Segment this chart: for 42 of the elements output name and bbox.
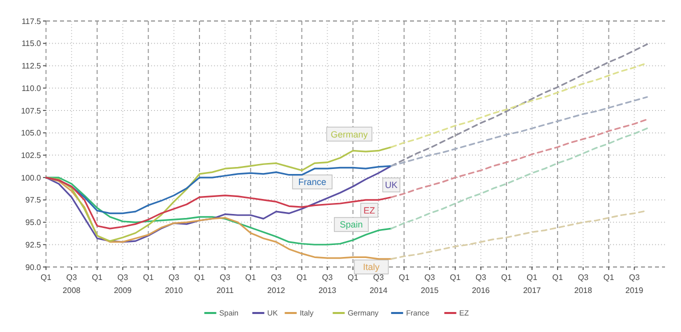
x-tick-label: Q1 xyxy=(245,273,257,282)
y-tick-label: 97.5 xyxy=(25,196,42,205)
x-tick-label: Q1 xyxy=(194,273,206,282)
y-tick-label: 95.0 xyxy=(25,218,42,228)
text: France xyxy=(298,177,326,188)
x-tick-label: Q3 2018 xyxy=(574,273,593,295)
x-tick-label: Q1 xyxy=(501,273,512,282)
y-tick-label: 107.5 xyxy=(20,106,42,116)
x-tick-label: Q1 xyxy=(398,273,410,282)
y-tick-label: 115.0 xyxy=(22,39,42,48)
x-tick-label: Q1 xyxy=(450,273,462,282)
x-tick-label: Q1 xyxy=(40,273,52,282)
x-tick-label: Q3 2011 xyxy=(216,273,234,295)
x-tick-label: Q1 2017 xyxy=(523,273,542,295)
x-tick-label: Q1 xyxy=(552,273,564,282)
y-tick-label: 100.0 xyxy=(20,173,42,182)
text: EZ xyxy=(364,205,376,216)
y-tick-label: 110.0 xyxy=(22,84,42,93)
y-tick-label: 102.5 xyxy=(20,150,42,160)
x-tick-label: Q1 xyxy=(348,273,359,282)
x-tick-label: Q3 2012 xyxy=(267,273,286,295)
x-tick-label: Q3 2019 xyxy=(625,273,644,295)
x-tick-label: Q3 2010 xyxy=(164,273,184,295)
x-tick-label: Q3 2013 xyxy=(318,273,337,295)
y-tick-label: 117.5 xyxy=(22,16,42,26)
text: Spain xyxy=(340,220,363,230)
x-tick-label: Q1 xyxy=(603,273,615,282)
y-tick-label: 90.0 xyxy=(25,262,42,272)
x-tick-label: Q1 xyxy=(92,273,104,282)
y-tick-label: 105.0 xyxy=(20,128,42,138)
x-tick-label: Q3 2015 xyxy=(420,273,440,295)
x-tick-label: Q3 2016 xyxy=(472,273,490,295)
x-tick-label: Q3 2009 xyxy=(114,273,132,295)
text: Germany xyxy=(330,129,368,140)
text: Italy xyxy=(363,262,380,272)
text: UK xyxy=(385,180,398,190)
x-tick-label: Q1 xyxy=(296,273,308,282)
x-tick-label: Q3 2014 xyxy=(370,273,388,295)
y-tick-label: 92.5 xyxy=(25,240,42,250)
x-tick-label: Q3 2008 xyxy=(62,273,82,295)
x-tick-label: Q1 xyxy=(142,273,154,282)
y-tick-label: 112.5 xyxy=(22,62,42,71)
